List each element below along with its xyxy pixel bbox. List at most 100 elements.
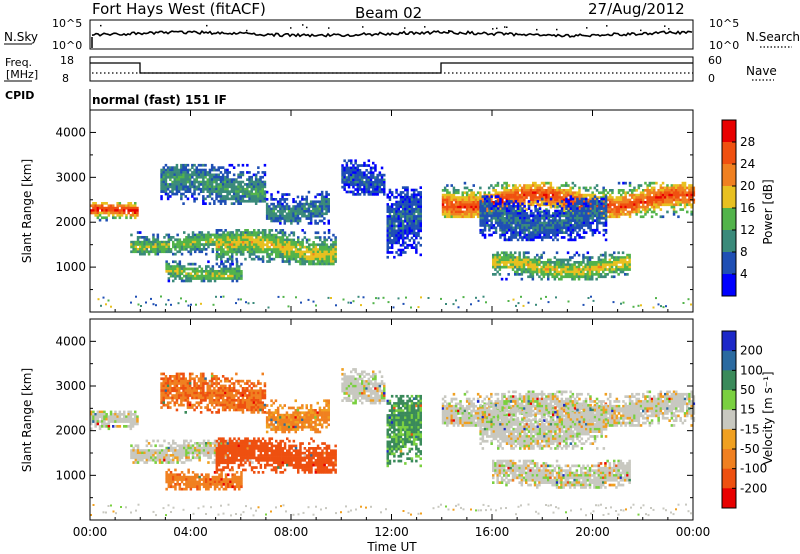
- nsky-label: N.Sky: [4, 30, 38, 44]
- power-cell: [191, 262, 195, 266]
- power-cell: [301, 205, 304, 208]
- power-cell: [569, 214, 573, 218]
- power-cell: [417, 219, 420, 223]
- power-cell: [454, 205, 458, 209]
- power-cell: [226, 236, 230, 239]
- power-cell: [305, 257, 309, 261]
- power-cell: [468, 198, 471, 202]
- power-cell: [305, 210, 308, 213]
- power-cell: [521, 226, 524, 230]
- power-cell: [347, 176, 351, 179]
- power-cell: [206, 171, 209, 174]
- power-cell: [191, 245, 195, 249]
- power-cell: [350, 166, 353, 170]
- power-cell: [401, 227, 405, 230]
- power-cell: [319, 243, 322, 247]
- power-cell: [573, 198, 577, 202]
- power-cell: [397, 231, 400, 235]
- power-cell: [498, 273, 502, 276]
- power-cell: [261, 180, 264, 184]
- power-cell: [283, 198, 286, 201]
- power-cell: [270, 241, 274, 244]
- power-cell: [297, 253, 300, 256]
- power-cell: [503, 256, 506, 259]
- power-cell: [582, 231, 586, 234]
- power-cell: [472, 193, 475, 197]
- power-cell: [172, 260, 175, 264]
- power-cell: [624, 191, 627, 195]
- power-cell: [505, 224, 509, 227]
- power-cell: [448, 213, 451, 216]
- power-cell: [215, 262, 219, 266]
- power-cell: [650, 203, 654, 207]
- power-cell: [486, 214, 489, 218]
- power-cell: [500, 258, 504, 262]
- power-cell: [383, 178, 386, 182]
- power-cell: [677, 186, 680, 190]
- power-cell: [129, 202, 133, 205]
- power-cell: [564, 258, 568, 262]
- power-cell: [397, 219, 400, 223]
- power-cell: [272, 210, 275, 213]
- power-cell: [244, 245, 247, 249]
- power-cell: [554, 198, 557, 202]
- power-cell: [565, 200, 568, 203]
- power-cell: [686, 203, 689, 207]
- power-cell: [547, 273, 550, 276]
- power-cell: [518, 208, 522, 211]
- power-cell: [150, 248, 153, 251]
- power-cell: [204, 187, 207, 191]
- power-cell: [573, 265, 576, 269]
- nsky-panel: N.Sky 10^5 10^0 10^5 10^0 N.Search: [4, 17, 800, 52]
- power-cell: [268, 236, 271, 239]
- power-cell: [312, 243, 315, 247]
- power-cell: [637, 196, 641, 199]
- power-cell: [238, 274, 241, 278]
- power-cell: [187, 233, 190, 237]
- power-cell: [189, 272, 193, 276]
- power-cell: [617, 201, 621, 204]
- power-cell: [519, 219, 522, 222]
- power-cell: [399, 200, 403, 204]
- power-cell: [492, 189, 495, 192]
- power-cell: [628, 181, 632, 185]
- power-cell: [136, 250, 140, 254]
- power-cell: [164, 180, 168, 184]
- power-cell: [446, 196, 449, 199]
- power-cell: [644, 205, 647, 209]
- power-cell: [173, 166, 176, 169]
- power-cell: [571, 231, 575, 234]
- power-cell: [508, 207, 511, 210]
- power-cell: [292, 255, 296, 259]
- power-cell: [290, 210, 293, 213]
- power-cell: [508, 228, 511, 232]
- power-cell: [516, 198, 519, 202]
- power-cell: [257, 229, 260, 232]
- power-cell: [569, 263, 572, 267]
- power-cell: [459, 210, 462, 214]
- power-cell: [578, 200, 581, 203]
- power-cell: [580, 205, 583, 209]
- power-cell: [569, 275, 572, 279]
- power-cell: [231, 255, 234, 259]
- power-cell: [222, 265, 226, 268]
- power-cell: [288, 260, 291, 263]
- power-cell: [597, 273, 601, 276]
- power-cell: [620, 196, 623, 199]
- power-cell: [538, 228, 542, 232]
- power-cell: [544, 273, 548, 276]
- power-cell: [617, 268, 620, 271]
- power-cell: [263, 180, 267, 184]
- power-cell: [162, 171, 165, 174]
- power-cell: [218, 233, 221, 237]
- power-cell: [621, 263, 625, 267]
- power-cell: [246, 192, 249, 196]
- power-cell: [516, 204, 520, 208]
- power-cell: [253, 241, 256, 244]
- power-cell: [514, 200, 518, 203]
- power-cell: [556, 189, 559, 192]
- freq-unit: [MHz]: [6, 68, 38, 81]
- power-cell: [675, 201, 678, 204]
- power-cell: [196, 277, 199, 280]
- power-cell: [257, 231, 260, 235]
